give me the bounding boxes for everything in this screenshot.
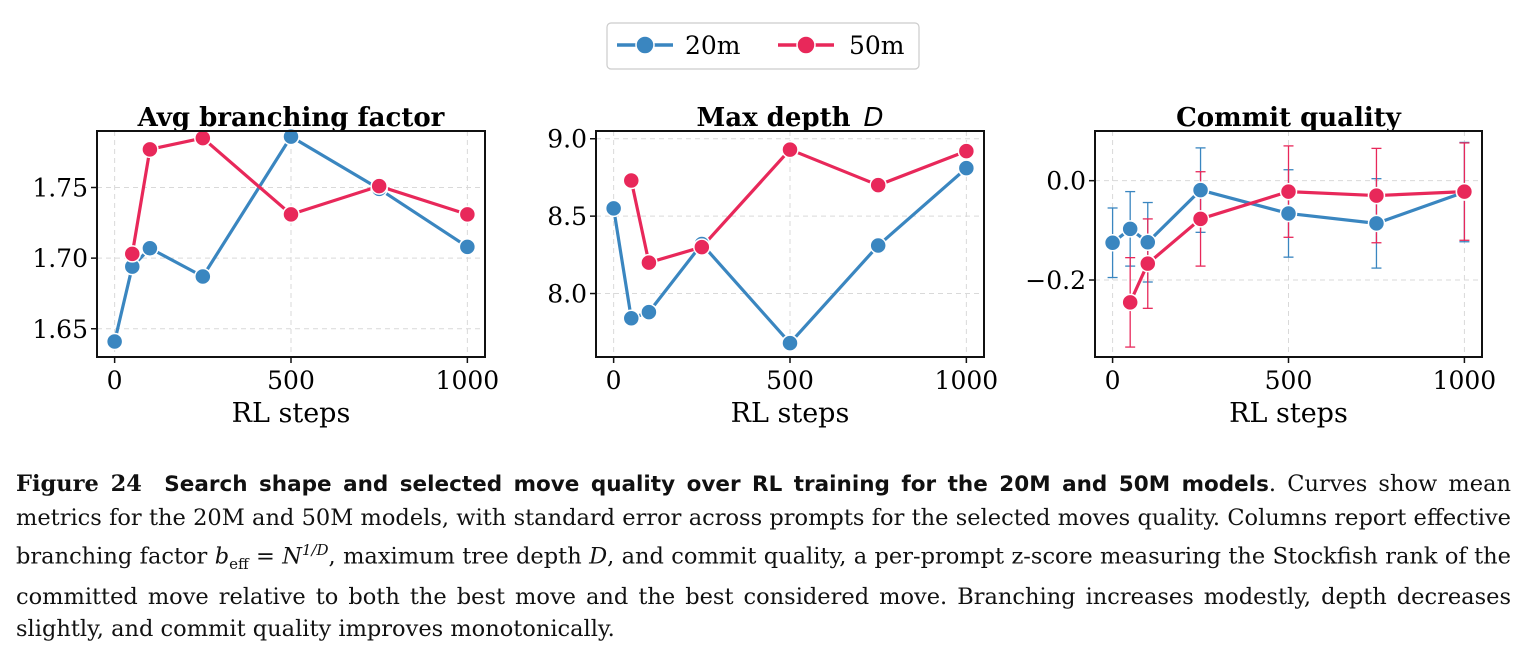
y-tick-label: −0.2 bbox=[1025, 266, 1086, 295]
y-tick-label: 9.0 bbox=[547, 125, 587, 154]
caption-beff-sub: eff bbox=[229, 555, 249, 573]
data-point-20m bbox=[458, 238, 477, 256]
data-point-50m bbox=[1121, 293, 1139, 312]
data-point-50m bbox=[869, 176, 887, 194]
data-point-20m bbox=[1139, 233, 1157, 252]
x-tick-label: 0 bbox=[606, 366, 622, 395]
legend-label-20m: 20m bbox=[685, 31, 741, 60]
x-tick-label: 500 bbox=[1265, 366, 1313, 395]
series-line-50m bbox=[130, 136, 468, 255]
y-tick-label: 0.0 bbox=[1046, 167, 1086, 196]
chart-panel-commit-quality: Commit quality 0 500 1000 −0.2 0.0 RL steps bbox=[1025, 103, 1496, 429]
data-point-50m bbox=[622, 171, 641, 190]
y-tick-label: 1.70 bbox=[32, 244, 88, 273]
data-point-50m bbox=[693, 238, 711, 256]
legend-entry-20m: 20m bbox=[617, 31, 741, 60]
data-point-50m bbox=[141, 140, 159, 159]
data-point-50m bbox=[957, 142, 976, 160]
legend-marker-50m bbox=[796, 35, 816, 55]
x-tick-label: 500 bbox=[267, 366, 315, 395]
data-point-20m bbox=[604, 199, 623, 218]
data-point-20m bbox=[105, 332, 124, 351]
x-tick-label: 0 bbox=[1105, 366, 1121, 395]
data-point-50m bbox=[781, 140, 799, 159]
x-tick-label: 0 bbox=[107, 366, 123, 395]
data-point-20m bbox=[622, 309, 641, 328]
legend-label-50m: 50m bbox=[849, 31, 905, 60]
data-point-20m bbox=[1103, 234, 1122, 252]
data-point-50m bbox=[370, 177, 388, 195]
figure-caption: Figure 24 Search shape and selected move… bbox=[16, 468, 1511, 646]
caption-d-var: D bbox=[589, 543, 608, 570]
caption-exponent: 1/D bbox=[301, 541, 329, 559]
data-point-20m bbox=[141, 239, 159, 257]
data-point-20m bbox=[957, 159, 976, 177]
data-point-20m bbox=[1191, 181, 1210, 199]
caption-eq: = bbox=[248, 543, 283, 570]
data-point-20m bbox=[781, 334, 799, 352]
data-point-20m bbox=[1121, 220, 1139, 238]
x-axis-label: RL steps bbox=[232, 398, 351, 429]
data-point-50m bbox=[1139, 254, 1157, 273]
legend-entry-50m: 50m bbox=[778, 31, 905, 60]
caption-text-3: , and commit quality, a per-prompt z-sco… bbox=[16, 543, 1511, 643]
data-point-20m bbox=[640, 303, 658, 321]
x-tick-label: 1000 bbox=[436, 366, 500, 395]
data-point-50m bbox=[123, 245, 142, 263]
data-point-50m bbox=[1191, 210, 1210, 228]
y-tick-label: 8.0 bbox=[547, 280, 587, 309]
x-tick-label: 1000 bbox=[1433, 366, 1497, 395]
chart-title: Commit quality bbox=[1176, 103, 1402, 133]
legend-marker-20m bbox=[635, 35, 655, 55]
y-tick-label: 1.65 bbox=[32, 315, 88, 344]
data-point-50m bbox=[282, 205, 300, 224]
legend-frame bbox=[606, 22, 920, 70]
x-tick-label: 1000 bbox=[935, 366, 999, 395]
chart-title-math: D bbox=[850, 103, 883, 133]
data-point-50m bbox=[1455, 182, 1474, 201]
data-point-50m bbox=[194, 129, 212, 147]
x-axis-label: RL steps bbox=[731, 398, 850, 429]
data-point-50m bbox=[458, 205, 477, 224]
data-point-20m bbox=[869, 236, 887, 255]
caption-text-1: . Curves show mean metrics for the 20M a… bbox=[16, 471, 1511, 570]
data-point-20m bbox=[1367, 214, 1386, 233]
y-tick-label: 8.5 bbox=[547, 202, 587, 231]
caption-beff-b: b bbox=[214, 543, 230, 570]
series-line-50m bbox=[629, 147, 967, 265]
caption-n-var: N bbox=[282, 543, 302, 570]
caption-text-2: , maximum tree depth bbox=[328, 543, 590, 570]
data-point-20m bbox=[194, 267, 212, 286]
data-point-50m bbox=[1279, 182, 1298, 201]
legend: 20m 50m bbox=[606, 22, 920, 70]
chart-title: Max depth D bbox=[696, 103, 883, 133]
data-point-50m bbox=[1367, 186, 1386, 205]
chart-panel-depth: Max depth D 0 500 1000 8.0 8.5 9.0 RL steps bbox=[547, 103, 998, 429]
x-tick-label: 500 bbox=[766, 366, 814, 395]
y-tick-label: 1.75 bbox=[32, 174, 88, 203]
caption-title: Search shape and selected move quality o… bbox=[164, 472, 1269, 497]
x-axis-label: RL steps bbox=[1229, 398, 1348, 429]
data-point-50m bbox=[640, 253, 658, 272]
data-point-20m bbox=[282, 127, 300, 146]
caption-figure-label: Figure 24 bbox=[16, 471, 142, 497]
data-point-20m bbox=[1279, 204, 1298, 223]
